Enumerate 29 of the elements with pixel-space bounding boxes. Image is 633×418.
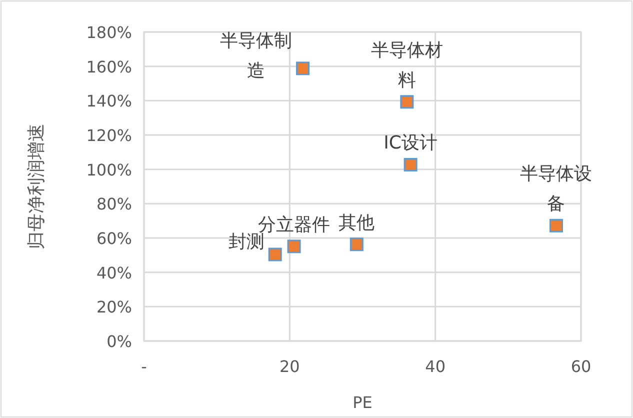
y-tick-label: 100% xyxy=(86,160,132,180)
point xyxy=(404,158,418,172)
y-axis-title: 归母净利润增速 xyxy=(26,124,47,250)
y-tick-label: 60% xyxy=(96,229,132,248)
y-tick-label: 80% xyxy=(96,194,132,214)
point xyxy=(350,238,364,252)
point xyxy=(296,62,310,76)
y-tick-label: 140% xyxy=(86,92,132,111)
point xyxy=(268,248,282,262)
point xyxy=(287,240,301,254)
y-tick-label: 120% xyxy=(86,126,132,145)
annotation: 其他 xyxy=(338,212,375,234)
y-tick-label: 0% xyxy=(106,332,132,351)
y-tick-label: 20% xyxy=(96,298,132,317)
annotation: 半导体材料 xyxy=(370,40,443,91)
point xyxy=(400,95,414,109)
x-tick-label: 40 xyxy=(425,357,446,376)
annotation: 分立器件 xyxy=(258,214,330,236)
annotation: IC设计 xyxy=(384,132,438,154)
y-tick-label: 180% xyxy=(86,23,132,42)
x-tick-label: 20 xyxy=(279,357,300,376)
y-tick-label: 40% xyxy=(96,263,132,282)
annotation: 半导体制造 xyxy=(220,30,292,82)
x-tick-label: 60 xyxy=(570,357,592,376)
x-axis-title: PE xyxy=(352,393,372,412)
annotation: 半导体设备 xyxy=(520,164,592,215)
point xyxy=(549,218,563,232)
x-tick-label: - xyxy=(141,357,147,376)
y-tick-label: 160% xyxy=(86,57,132,76)
